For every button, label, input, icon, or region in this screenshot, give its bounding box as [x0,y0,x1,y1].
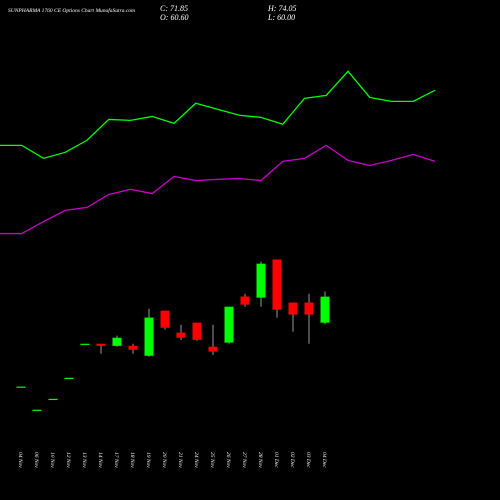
x-tick-label: 10 Nov [49,452,55,468]
x-tick-label: 13 Nov [81,452,87,468]
x-tick-label: 12 Nov [65,452,71,468]
x-tick-label: 04 Nov [17,452,24,468]
candle-body [320,296,330,323]
candle-body [64,377,74,379]
x-tick-label: 04 Dec [321,452,328,468]
candle-body [80,343,90,345]
stat-label: O: 60.60 [160,13,188,22]
candle-body [112,337,122,346]
x-tick-label: 17 Nov [113,452,119,468]
candle-body [192,322,202,340]
indicator-line [0,144,436,235]
candle-body [176,332,186,338]
candle-body [16,386,26,388]
x-tick-label: 21 Nov [177,452,183,468]
x-tick-label: 20 Nov [161,452,167,468]
x-tick-label: 19 Nov [145,452,151,468]
candle-body [224,306,234,343]
stat-label: L: 60.00 [267,13,295,22]
candle-body [160,310,170,328]
x-tick-label: 28 Nov [257,452,263,468]
x-tick-label: 24 Nov [193,452,200,468]
stat-label: H: 74.05 [267,4,296,13]
chart-title: SUNPHARMA 1760 CE Options Chart MunafaSu… [8,7,135,14]
candle-body [128,345,138,350]
candle-body [288,302,298,315]
candle-body [240,296,250,305]
candle-body [144,317,154,356]
stat-label: C: 71.85 [160,4,188,13]
candle-body [304,302,314,315]
x-tick-label: 14 Nov [97,452,104,468]
x-tick-label: 06 Nov [33,452,39,468]
x-tick-label: 18 Nov [129,452,135,468]
x-tick-label: 25 Nov [209,452,215,468]
candle-body [32,409,42,411]
x-tick-label: 01 Dec [273,452,279,468]
candle-body [256,263,266,298]
candle-body [96,343,106,346]
x-tick-label: 27 Nov [241,452,247,468]
indicator-line [0,70,436,160]
candle-body [208,346,218,352]
candle-body [272,259,282,310]
x-tick-label: 03 Dec [305,452,311,468]
x-tick-label: 02 Dec [289,452,295,468]
x-tick-label: 26 Nov [225,452,231,468]
candle-body [48,398,58,401]
